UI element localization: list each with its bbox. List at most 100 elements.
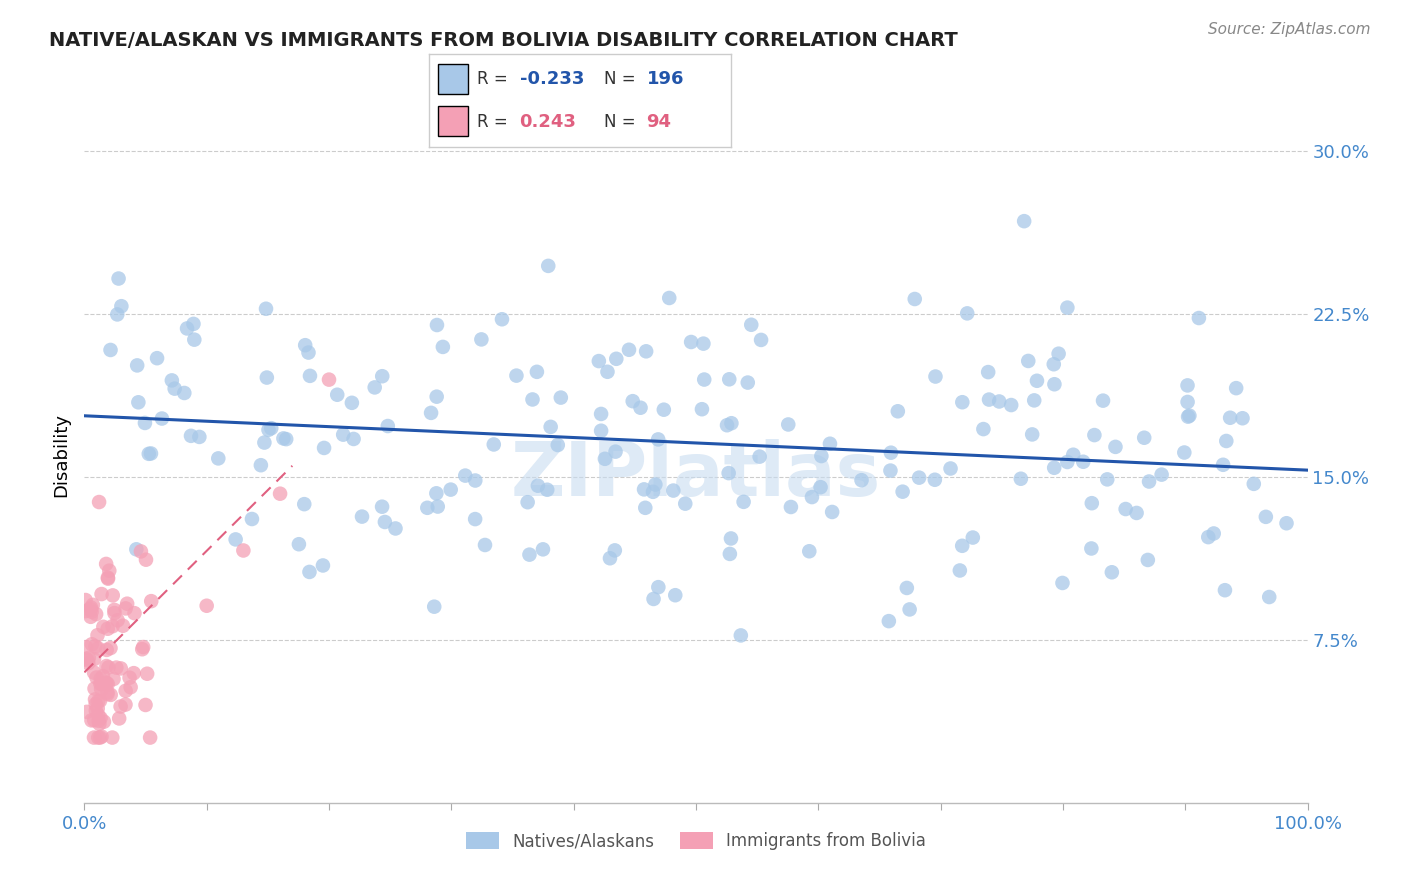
Point (183, 333, 205, 347)
Point (76, 705, 98, 719)
Point (127, 395, 149, 409)
Point (207, 451, 229, 466)
Point (114, 683, 136, 698)
Point (972, 422, 994, 436)
Point (718, 547, 741, 561)
Point (150, 411, 173, 425)
Point (318, 373, 340, 387)
Y-axis label: Disability: Disability (52, 413, 70, 497)
Point (1125, 506, 1147, 520)
Point (100, 641, 122, 656)
Point (924, 369, 946, 384)
Text: R =: R = (477, 70, 513, 87)
Point (720, 416, 742, 430)
Point (96, 659, 118, 673)
Point (294, 338, 316, 352)
Point (778, 417, 800, 432)
Point (183, 317, 205, 331)
Point (384, 521, 406, 535)
Point (371, 369, 394, 384)
Point (1215, 434, 1237, 448)
Point (363, 380, 385, 394)
Point (96, 685, 118, 699)
Point (86, 628, 108, 642)
Point (505, 368, 527, 383)
Point (1177, 378, 1199, 392)
Point (1052, 576, 1074, 591)
Point (232, 543, 254, 558)
Point (531, 542, 554, 557)
Point (1133, 431, 1156, 445)
Point (176, 321, 198, 335)
Point (603, 543, 626, 558)
Point (371, 500, 394, 514)
Point (87, 694, 110, 708)
Point (799, 544, 821, 558)
Point (904, 292, 927, 306)
Point (526, 365, 548, 379)
Point (340, 396, 363, 410)
Point (717, 466, 740, 480)
Point (135, 698, 157, 712)
Point (780, 500, 803, 514)
Point (80, 714, 103, 728)
Point (1043, 377, 1066, 392)
Point (273, 432, 295, 446)
Point (652, 402, 675, 417)
Point (1115, 502, 1137, 516)
Point (800, 490, 823, 504)
Point (630, 401, 652, 415)
Point (1188, 311, 1211, 326)
Point (692, 336, 714, 351)
Point (1101, 566, 1123, 580)
Point (720, 532, 742, 546)
Point (1083, 428, 1105, 442)
Point (1275, 516, 1298, 531)
Point (90, 711, 112, 725)
Point (851, 473, 873, 487)
Point (101, 619, 124, 633)
Point (84, 607, 107, 621)
Point (98, 564, 121, 578)
Point (891, 484, 914, 499)
Point (96, 687, 118, 701)
Point (950, 395, 973, 409)
Point (516, 495, 538, 509)
Point (1062, 448, 1084, 462)
Point (97, 571, 120, 585)
Point (105, 307, 128, 321)
Point (312, 558, 335, 573)
Point (107, 271, 129, 285)
Point (977, 392, 1000, 407)
Point (962, 531, 984, 545)
Point (288, 537, 311, 551)
Point (80, 637, 103, 651)
Point (950, 539, 973, 553)
Point (956, 306, 979, 320)
Point (160, 373, 183, 387)
Point (103, 603, 125, 617)
Point (939, 461, 962, 475)
Point (540, 420, 562, 434)
Point (93, 620, 115, 634)
Point (690, 402, 713, 417)
Point (596, 365, 619, 379)
Point (138, 447, 160, 461)
Point (250, 458, 273, 473)
Point (195, 599, 218, 613)
Point (84, 704, 107, 718)
Point (1056, 455, 1078, 469)
Point (83, 681, 105, 696)
Point (1017, 354, 1039, 368)
Point (84, 697, 107, 711)
Point (662, 483, 685, 498)
Point (135, 552, 157, 566)
Point (124, 606, 146, 620)
Point (1219, 410, 1241, 425)
Point (879, 464, 901, 478)
Text: 0.243: 0.243 (520, 113, 576, 131)
Point (90, 730, 112, 744)
Point (127, 359, 149, 373)
Point (1104, 440, 1126, 454)
Point (1026, 374, 1049, 388)
